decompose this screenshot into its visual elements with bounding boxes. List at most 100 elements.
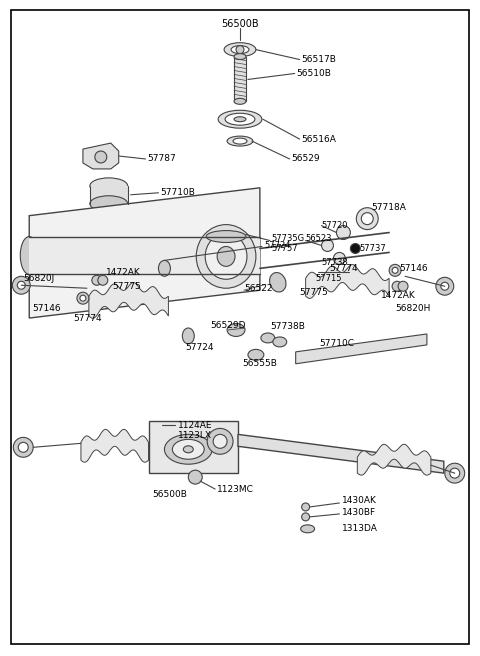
Polygon shape — [29, 188, 260, 318]
Circle shape — [17, 281, 25, 289]
Circle shape — [322, 239, 334, 251]
Text: 1124AE: 1124AE — [179, 421, 213, 430]
Text: 1123MC: 1123MC — [217, 485, 254, 493]
Circle shape — [361, 213, 373, 224]
Ellipse shape — [218, 110, 262, 128]
Text: 57757: 57757 — [272, 244, 299, 253]
Circle shape — [445, 463, 465, 483]
Text: 56820H: 56820H — [395, 304, 431, 313]
Circle shape — [336, 226, 350, 239]
Circle shape — [13, 438, 33, 457]
Text: 1123LX: 1123LX — [179, 431, 212, 440]
Text: 56529D: 56529D — [210, 321, 246, 329]
Text: 57146: 57146 — [33, 304, 61, 313]
Ellipse shape — [225, 113, 255, 125]
Circle shape — [356, 208, 378, 230]
Bar — [90, 186, 128, 204]
Text: 57724: 57724 — [265, 241, 291, 250]
Ellipse shape — [227, 136, 253, 146]
Ellipse shape — [217, 247, 235, 266]
Ellipse shape — [90, 195, 128, 212]
Text: 56500B: 56500B — [221, 19, 259, 29]
Ellipse shape — [270, 272, 286, 292]
Text: 56555B: 56555B — [242, 359, 277, 368]
Ellipse shape — [234, 54, 246, 60]
Text: 57718A: 57718A — [371, 203, 406, 212]
Ellipse shape — [182, 328, 194, 344]
Ellipse shape — [233, 138, 247, 144]
Text: 57774: 57774 — [329, 264, 358, 273]
Text: 56523: 56523 — [306, 234, 332, 243]
Circle shape — [95, 151, 107, 163]
Circle shape — [18, 442, 28, 452]
Polygon shape — [306, 264, 389, 298]
Polygon shape — [238, 434, 444, 473]
Ellipse shape — [273, 337, 287, 347]
Bar — [148, 421, 238, 473]
Ellipse shape — [227, 323, 245, 337]
Circle shape — [98, 276, 108, 285]
Circle shape — [392, 268, 398, 274]
Text: 56522: 56522 — [244, 284, 273, 293]
Text: 57715: 57715 — [315, 274, 342, 283]
Ellipse shape — [158, 260, 170, 276]
Ellipse shape — [183, 446, 193, 453]
Text: 1472AK: 1472AK — [106, 268, 141, 277]
Text: 56529: 56529 — [292, 154, 320, 163]
Text: 57774: 57774 — [73, 314, 102, 323]
Ellipse shape — [196, 224, 256, 288]
Text: 57735G: 57735G — [272, 234, 305, 243]
Text: 57738: 57738 — [322, 258, 348, 267]
Text: 1430AK: 1430AK — [342, 497, 377, 506]
Polygon shape — [83, 143, 119, 169]
Bar — [29, 237, 260, 274]
Circle shape — [207, 428, 233, 454]
Text: 56820J: 56820J — [23, 274, 55, 283]
Text: 56517B: 56517B — [301, 55, 336, 64]
Circle shape — [334, 253, 346, 264]
Ellipse shape — [172, 440, 204, 459]
Ellipse shape — [261, 333, 275, 343]
Text: 57710B: 57710B — [160, 188, 195, 197]
Polygon shape — [81, 430, 148, 462]
Ellipse shape — [224, 43, 256, 56]
Circle shape — [301, 503, 310, 511]
Circle shape — [350, 243, 360, 253]
Text: 57738B: 57738B — [270, 321, 305, 331]
Ellipse shape — [248, 350, 264, 360]
Ellipse shape — [234, 117, 246, 122]
Circle shape — [92, 276, 102, 285]
Text: 1472AK: 1472AK — [381, 291, 416, 300]
Ellipse shape — [231, 46, 249, 54]
Text: 56510B: 56510B — [297, 69, 332, 78]
Circle shape — [12, 276, 30, 294]
Text: 57710C: 57710C — [320, 339, 355, 348]
Text: 57724: 57724 — [185, 343, 214, 352]
Text: 57775: 57775 — [113, 281, 142, 291]
Circle shape — [213, 434, 227, 448]
Circle shape — [301, 513, 310, 521]
Text: 57720: 57720 — [322, 221, 348, 230]
Circle shape — [236, 46, 244, 54]
Circle shape — [450, 468, 460, 478]
Text: 1430BF: 1430BF — [342, 508, 376, 518]
Text: 57737: 57737 — [360, 244, 386, 253]
Ellipse shape — [206, 230, 246, 243]
Ellipse shape — [300, 525, 314, 533]
Polygon shape — [357, 444, 431, 475]
Text: 56500B: 56500B — [153, 489, 187, 499]
Circle shape — [392, 281, 402, 291]
Text: 56516A: 56516A — [301, 134, 336, 144]
Circle shape — [188, 470, 202, 484]
Circle shape — [80, 295, 86, 301]
Polygon shape — [296, 334, 427, 364]
Ellipse shape — [205, 234, 247, 279]
Ellipse shape — [165, 434, 212, 464]
Ellipse shape — [20, 237, 38, 274]
Circle shape — [398, 281, 408, 291]
Circle shape — [77, 292, 89, 304]
Ellipse shape — [90, 178, 128, 194]
Text: 57775: 57775 — [300, 288, 328, 297]
Ellipse shape — [234, 98, 246, 104]
Text: 1313DA: 1313DA — [342, 524, 378, 533]
